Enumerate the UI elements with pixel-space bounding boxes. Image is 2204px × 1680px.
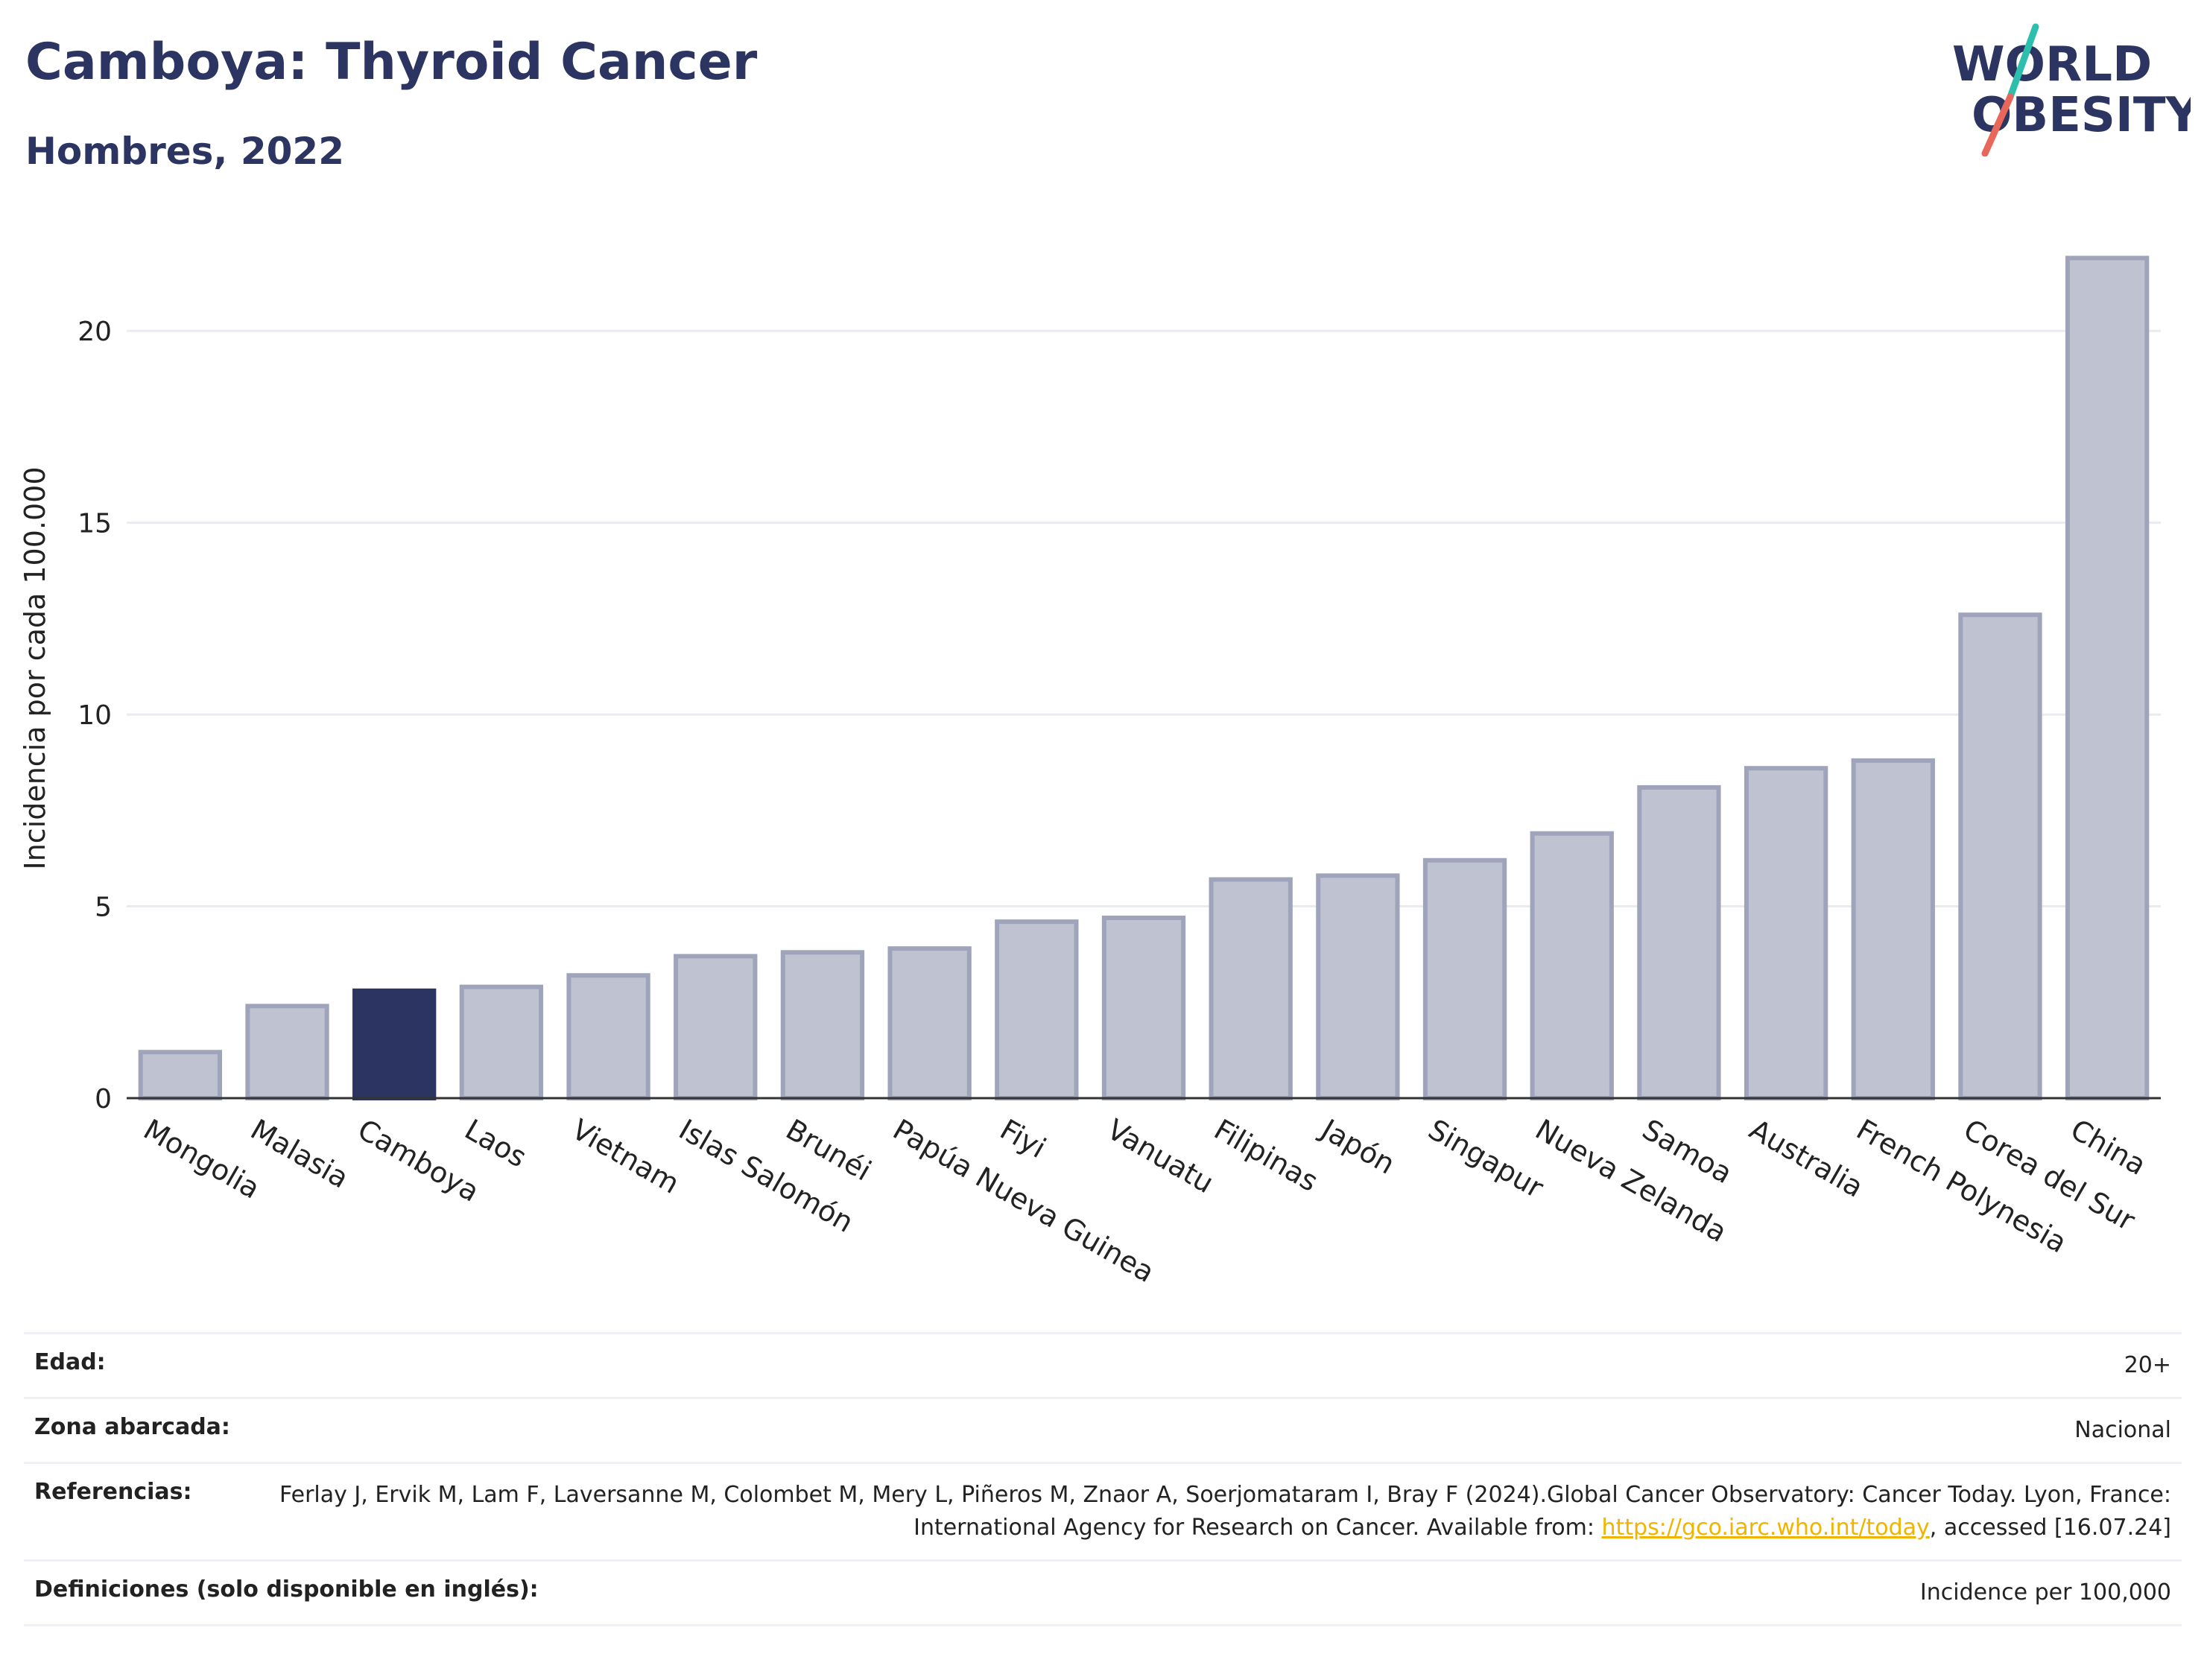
chart-subtitle: Hombres, 2022	[25, 130, 344, 173]
x-tick-label: Laos	[459, 1113, 532, 1174]
chart-title: Camboya: Thyroid Cancer	[25, 33, 758, 92]
x-tick-label: China	[2065, 1113, 2152, 1182]
y-tick-label: 5	[95, 893, 112, 923]
bar	[1744, 766, 1828, 1100]
y-tick-label: 10	[77, 700, 112, 731]
x-tick-label: Singapur	[1423, 1113, 1550, 1205]
bar	[1958, 612, 2042, 1100]
meta-value-zone: Nacional	[2074, 1417, 2171, 1443]
y-tick-label: 20	[77, 317, 112, 347]
bar	[1530, 831, 1614, 1101]
bar	[887, 946, 972, 1100]
y-tick-labels: 0 5 10 15 20	[77, 317, 112, 1115]
x-tick-label: Camboya	[352, 1113, 485, 1208]
bar	[459, 984, 544, 1100]
x-tick-label: Islas Salomón	[674, 1113, 859, 1239]
meta-row-zone: Zona abarcada: Nacional	[24, 1397, 2182, 1462]
world-obesity-logo: WORLD OBESITY	[1952, 23, 2191, 156]
x-tick-label: Vietnam	[566, 1113, 685, 1200]
meta-row-definitions: Definiciones (solo disponible en inglés)…	[24, 1559, 2182, 1626]
bar	[245, 1004, 329, 1100]
bars	[138, 256, 2150, 1101]
bar	[1422, 858, 1507, 1100]
y-axis-label: Incidencia por cada 100.000	[19, 466, 51, 869]
meta-label-references: Referencias:	[34, 1479, 192, 1505]
x-tick-label: Japón	[1314, 1112, 1400, 1181]
bar	[1637, 784, 1721, 1100]
reference-text: Ferlay J, Ervik M, Lam F, Laversanne M, …	[279, 1482, 2171, 1541]
y-tick-label: 0	[95, 1084, 112, 1115]
x-tick-label: Vanuatu	[1102, 1113, 1220, 1199]
bar	[1209, 877, 1293, 1100]
meta-label-definitions: Definiciones (solo disponible en inglés)…	[34, 1576, 539, 1603]
logo-slash-top	[2007, 23, 2039, 101]
meta-label-age: Edad:	[34, 1349, 106, 1375]
bar	[566, 973, 650, 1100]
logo-slash-bottom	[1981, 93, 2014, 156]
logo-text-world: WORLD	[1952, 37, 2152, 92]
bar	[674, 954, 758, 1100]
x-tick-label: Filipinas	[1209, 1113, 1323, 1198]
meta-label-zone: Zona abarcada:	[34, 1414, 230, 1440]
bar	[1101, 915, 1186, 1100]
x-tick-label: Fiyi	[995, 1113, 1051, 1164]
meta-value-age: 20+	[2124, 1352, 2171, 1378]
bar	[1851, 758, 1935, 1100]
meta-row-references: Referencias: Ferlay J, Ervik M, Lam F, L…	[24, 1462, 2182, 1559]
bar	[138, 1050, 223, 1101]
meta-row-age: Edad: 20+	[24, 1332, 2182, 1397]
bar	[1316, 873, 1400, 1100]
x-tick-label: Mongolia	[138, 1113, 265, 1205]
bar	[780, 950, 865, 1101]
metadata-table: Edad: 20+ Zona abarcada: Nacional Refere…	[24, 1332, 2182, 1626]
x-tick-label: Australia	[1744, 1113, 1869, 1204]
reference-tail: , accessed [16.07.24]	[1929, 1515, 2171, 1541]
bar	[995, 919, 1079, 1101]
bar	[352, 988, 437, 1101]
x-tick-label: Nueva Zelanda	[1530, 1113, 1732, 1249]
y-tick-label: 15	[77, 509, 112, 539]
reference-link[interactable]: https://gco.iarc.who.int/today	[1601, 1515, 1930, 1541]
meta-value-definitions: Incidence per 100,000	[1919, 1579, 2171, 1605]
meta-value-references: Ferlay J, Ervik M, Lam F, Laversanne M, …	[222, 1479, 2171, 1544]
bar	[2065, 256, 2150, 1100]
